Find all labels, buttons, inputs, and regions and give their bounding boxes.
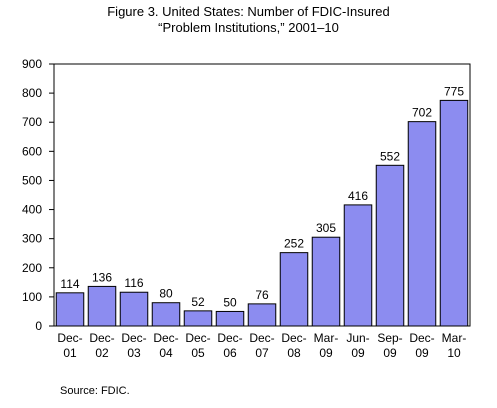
source-note: Source: FDIC. [60,385,130,397]
bar-value-label: 702 [412,106,432,120]
x-tick-label: 07 [255,346,269,360]
y-tick-label: 0 [35,319,42,333]
bar [55,292,85,327]
x-tick-label: Dec- [57,331,82,345]
y-tick-label: 100 [22,290,42,304]
x-tick-label: Mar- [314,331,339,345]
x-tick-label: 06 [223,346,237,360]
y-tick-label: 800 [22,86,42,100]
bar-value-label: 775 [444,84,464,98]
x-tick-label: Sep- [377,331,402,345]
bar [151,302,181,327]
x-tick-label: 08 [287,346,301,360]
bar-value-label: 552 [380,149,400,163]
x-tick-label: 02 [95,346,109,360]
x-tick-label: 09 [319,346,333,360]
x-tick-label: Dec- [185,331,210,345]
bar-value-label: 52 [191,295,205,309]
bar [375,164,405,327]
x-tick-label: Dec- [89,331,114,345]
bar-value-label: 305 [316,221,336,235]
bar [247,303,277,327]
y-tick-label: 200 [22,261,42,275]
chart-title: Figure 3. United States: Number of FDIC-… [107,4,390,19]
bar [439,99,469,327]
x-tick-label: Dec- [281,331,306,345]
x-tick-label: 09 [351,346,365,360]
x-tick-label: Dec- [249,331,274,345]
y-tick-label: 500 [22,173,42,187]
y-tick-label: 400 [22,203,42,217]
x-tick-label: 01 [63,346,77,360]
bar [87,285,117,327]
bar-value-label: 116 [124,276,143,290]
y-tick-label: 300 [22,232,42,246]
y-tick-label: 600 [22,144,42,158]
bar-value-label: 114 [60,277,79,291]
bar [343,204,373,327]
bar [279,252,309,327]
y-tick-label: 900 [22,57,42,71]
x-tick-label: 09 [415,346,429,360]
x-tick-label: 09 [383,346,397,360]
bar [183,310,213,327]
x-tick-label: Jun- [346,331,369,345]
x-tick-label: 04 [159,346,173,360]
x-tick-label: 05 [191,346,205,360]
bar [407,121,437,327]
bar [311,236,341,327]
bar-value-label: 136 [92,270,112,284]
bar-value-label: 50 [223,295,237,309]
bar [215,310,245,327]
plot-frame [53,63,471,327]
bar-value-label: 76 [255,288,269,302]
bar-value-label: 416 [348,189,368,203]
x-tick-label: Dec- [217,331,242,345]
bar-value-label: 252 [284,237,304,251]
x-tick-label: Dec- [409,331,434,345]
x-tick-label: Dec- [121,331,146,345]
x-tick-label: 10 [447,346,461,360]
bar-value-label: 80 [159,287,173,301]
chart-subtitle: “Problem Institutions,” 2001–10 [158,20,339,35]
bar [119,291,149,327]
x-tick-label: 03 [127,346,141,360]
x-tick-label: Mar- [442,331,467,345]
y-tick-label: 700 [22,115,42,129]
x-tick-label: Dec- [153,331,178,345]
